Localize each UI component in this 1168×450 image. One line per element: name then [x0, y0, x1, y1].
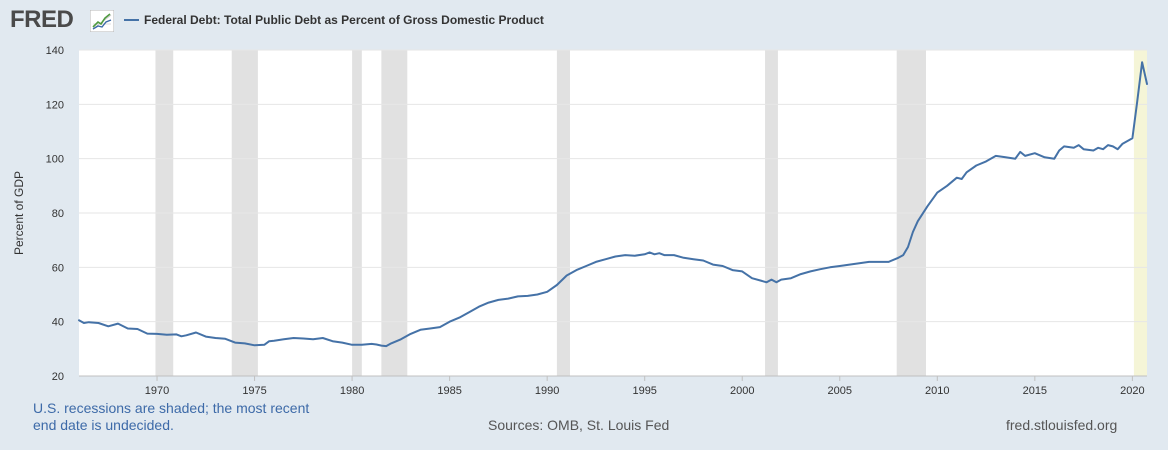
legend-swatch	[124, 19, 139, 21]
x-tick-label: 1990	[535, 385, 559, 397]
y-tick-label: 100	[46, 154, 64, 166]
x-tick-label: 2005	[828, 385, 852, 397]
trend-chart-icon	[90, 10, 114, 32]
fred-logo[interactable]: FRED	[10, 6, 74, 33]
x-tick-label: 2020	[1120, 385, 1144, 397]
legend-label: Federal Debt: Total Public Debt as Perce…	[144, 13, 544, 27]
y-tick-label: 60	[52, 262, 64, 274]
chart-legend[interactable]: Federal Debt: Total Public Debt as Perce…	[124, 13, 544, 27]
y-tick-label: 140	[46, 45, 64, 57]
x-tick-label: 1995	[632, 385, 656, 397]
sources-text: Sources: OMB, St. Louis Fed	[488, 417, 670, 433]
x-tick-label: 1970	[145, 385, 169, 397]
y-tick-label: 40	[52, 317, 64, 329]
series-line	[78, 61, 1148, 348]
y-tick-label: 20	[52, 371, 64, 383]
x-tick-label: 1975	[242, 385, 266, 397]
y-tick-label: 80	[52, 208, 64, 220]
recession-note: U.S. recessions are shaded; the most rec…	[33, 400, 310, 433]
x-tick-label: 2000	[730, 385, 754, 397]
y-tick-label: 120	[46, 99, 64, 111]
x-tick-label: 1985	[437, 385, 461, 397]
x-tick-label: 2010	[925, 385, 949, 397]
y-axis-label: Percent of GDP	[12, 171, 26, 255]
x-tick-label: 1980	[340, 385, 364, 397]
chart-header: FRED Federal Debt: Total Public Debt as …	[0, 0, 1168, 44]
site-link[interactable]: fred.stlouisfed.org	[1006, 417, 1118, 433]
x-tick-label: 2015	[1023, 385, 1047, 397]
